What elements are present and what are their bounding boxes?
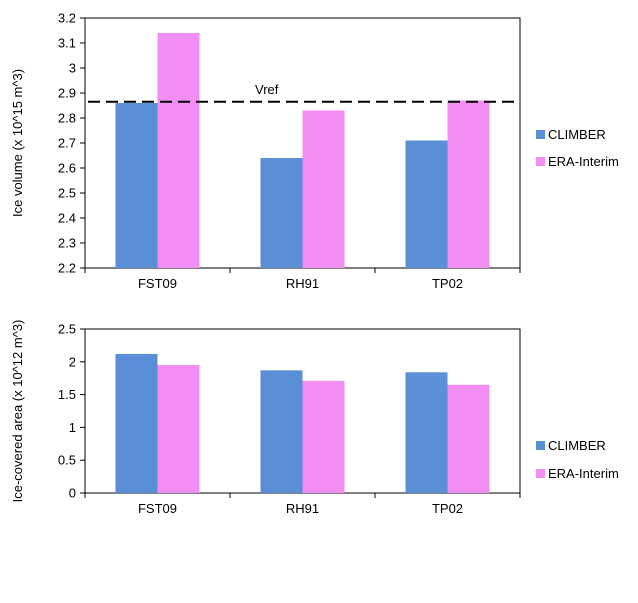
y-tick-label: 2.4: [58, 211, 76, 226]
y-tick-label: 3.2: [58, 11, 76, 26]
bar-climber-fst09: [115, 353, 158, 493]
y-tick-label: 1: [69, 420, 76, 435]
bar-climber-tp02: [405, 372, 448, 493]
x-tick-label: RH91: [286, 276, 319, 291]
y-tick-label: 2.9: [58, 86, 76, 101]
bar-era-interim-tp02: [447, 384, 490, 493]
y-tick-label: 1.5: [58, 387, 76, 402]
legend-label: ERA-Interim: [548, 466, 619, 481]
legend-swatch-climber: [536, 441, 545, 450]
y-tick-label: 2.6: [58, 161, 76, 176]
y-tick-label: 2.2: [58, 261, 76, 276]
bar-climber-rh91: [260, 158, 303, 268]
x-tick-label: TP02: [432, 276, 463, 291]
x-tick-label: RH91: [286, 501, 319, 516]
legend-swatch-era-interim: [536, 157, 545, 166]
bar-climber-rh91: [260, 370, 303, 493]
y-tick-label: 2.5: [58, 322, 76, 337]
legend-label: CLIMBER: [548, 438, 606, 453]
bar-era-interim-rh91: [302, 110, 345, 268]
chart-2: 0 0.5 1 1.5 2 2.5 FST09 RH91 TP02 Ice-covered are…: [10, 320, 619, 516]
y-tick-label: 3.1: [58, 36, 76, 51]
legend-label: ERA-Interim: [548, 154, 619, 169]
x-tick-label: TP02: [432, 501, 463, 516]
legend-swatch-era-interim: [536, 469, 545, 478]
y-tick-label: 0: [69, 486, 76, 501]
legend-label: CLIMBER: [548, 127, 606, 142]
bar-era-interim-fst09: [157, 365, 200, 493]
bar-era-interim-rh91: [302, 380, 345, 493]
bar-era-interim-fst09: [157, 33, 200, 268]
y-tick-label: 3: [69, 61, 76, 76]
chart-1: 2.2 2.3 2.4 2.5 2.6 2.7 2.8 2.9 3 3.1 3.2 FST09 RH91…: [10, 11, 619, 292]
bar-era-interim-tp02: [447, 100, 490, 268]
legend: CLIMBER ERA-Interim: [536, 438, 619, 481]
y-tick-label: 0.5: [58, 453, 76, 468]
vref-label: Vref: [255, 82, 279, 97]
y-tick-label: 2: [69, 354, 76, 369]
bar-climber-tp02: [405, 140, 448, 268]
legend-swatch-climber: [536, 130, 545, 139]
y-tick-label: 2.7: [58, 136, 76, 151]
legend: CLIMBER ERA-Interim: [536, 127, 619, 169]
x-tick-label: FST09: [138, 501, 177, 516]
y-tick-label: 2.3: [58, 236, 76, 251]
y-tick-label: 2.5: [58, 186, 76, 201]
y-axis-label: Ice-covered area (x 10^12 m^3): [10, 320, 25, 503]
x-tick-label: FST09: [138, 276, 177, 291]
bar-climber-fst09: [115, 103, 158, 268]
y-axis-label: Ice volume (x 10^15 m^3): [10, 69, 25, 217]
y-tick-label: 2.8: [58, 111, 76, 126]
